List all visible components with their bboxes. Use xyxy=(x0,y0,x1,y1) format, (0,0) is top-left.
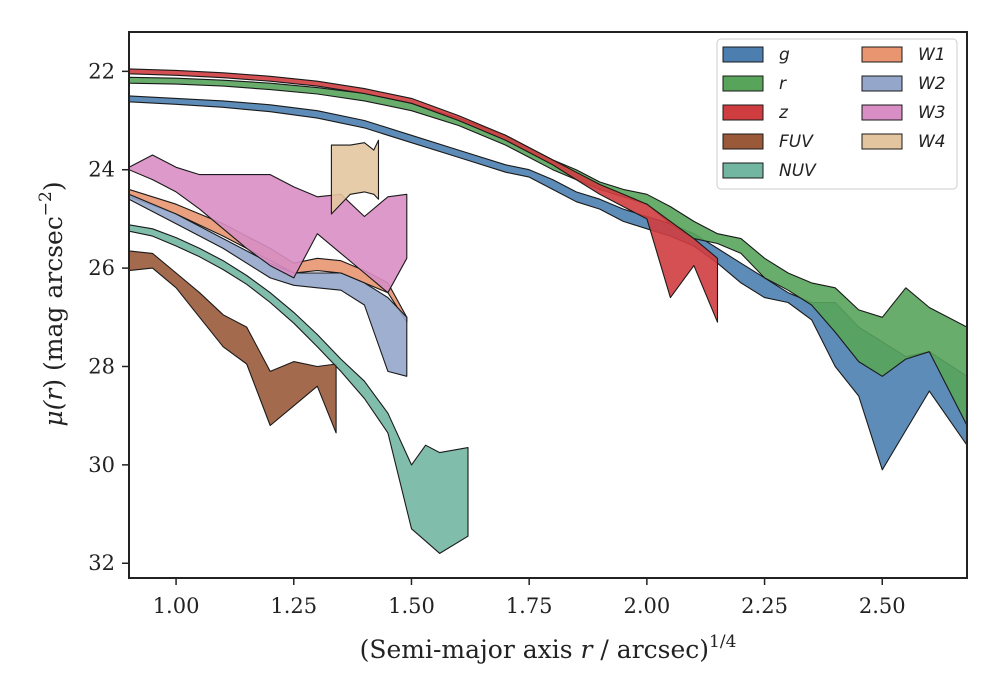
x-tick-label: 1.00 xyxy=(153,594,200,618)
legend-swatch-w2 xyxy=(861,75,903,92)
y-tick-label: 24 xyxy=(88,158,115,182)
y-tick-label: 30 xyxy=(88,453,115,477)
x-tick-label: 2.00 xyxy=(623,594,670,618)
band-nuv xyxy=(129,224,469,554)
x-tick-label: 2.50 xyxy=(859,594,906,618)
legend-swatch-w1 xyxy=(861,46,903,63)
band-fuv xyxy=(129,250,337,434)
legend-swatch-z xyxy=(722,104,764,121)
legend-label-w2: W2 xyxy=(918,74,946,94)
x-axis-title: (Semi-major axis r / arcsec)1/4 xyxy=(360,632,737,664)
x-tick-label: 2.25 xyxy=(741,594,788,618)
x-tick-label: 1.50 xyxy=(388,594,435,618)
band-w3 xyxy=(129,154,408,294)
legend-label-z: z xyxy=(778,103,789,123)
y-axis-title: μ(r) (mag arcsec−2) xyxy=(36,181,68,426)
legend-label-g: g xyxy=(779,45,790,65)
legend-swatch-fuv xyxy=(722,133,764,150)
legend-swatch-r xyxy=(722,75,764,92)
legend-label-w4: W4 xyxy=(918,132,946,152)
series-bands xyxy=(129,68,967,554)
y-tick-label: 26 xyxy=(88,256,115,280)
x-tick-label: 1.75 xyxy=(506,594,553,618)
band-g xyxy=(129,95,967,471)
y-tick-label: 32 xyxy=(88,551,115,575)
band-z xyxy=(129,68,719,323)
x-axis: 1.00 1.25 1.50 1.75 2.00 2.25 2.50 xyxy=(153,578,906,618)
legend-label-r: r xyxy=(779,74,787,94)
legend-swatch-w4 xyxy=(861,133,903,150)
legend-swatch-nuv xyxy=(722,162,764,179)
legend-swatch-w3 xyxy=(861,104,903,121)
legend-label-w3: W3 xyxy=(918,103,946,123)
legend: grz FUV NUV W1 W2 W3 W4 xyxy=(716,38,958,190)
band-w4 xyxy=(330,139,380,215)
x-tick-label: 1.25 xyxy=(270,594,317,618)
y-tick-label: 28 xyxy=(88,354,115,378)
legend-label-nuv: NUV xyxy=(779,161,817,181)
y-axis: 22 24 26 28 30 32 xyxy=(88,59,129,575)
legend-swatch-g xyxy=(722,46,764,63)
legend-label-w1: W1 xyxy=(918,45,946,65)
y-tick-label: 22 xyxy=(88,59,115,83)
plot-frame xyxy=(128,31,968,579)
legend-label-fuv: FUV xyxy=(779,132,814,152)
